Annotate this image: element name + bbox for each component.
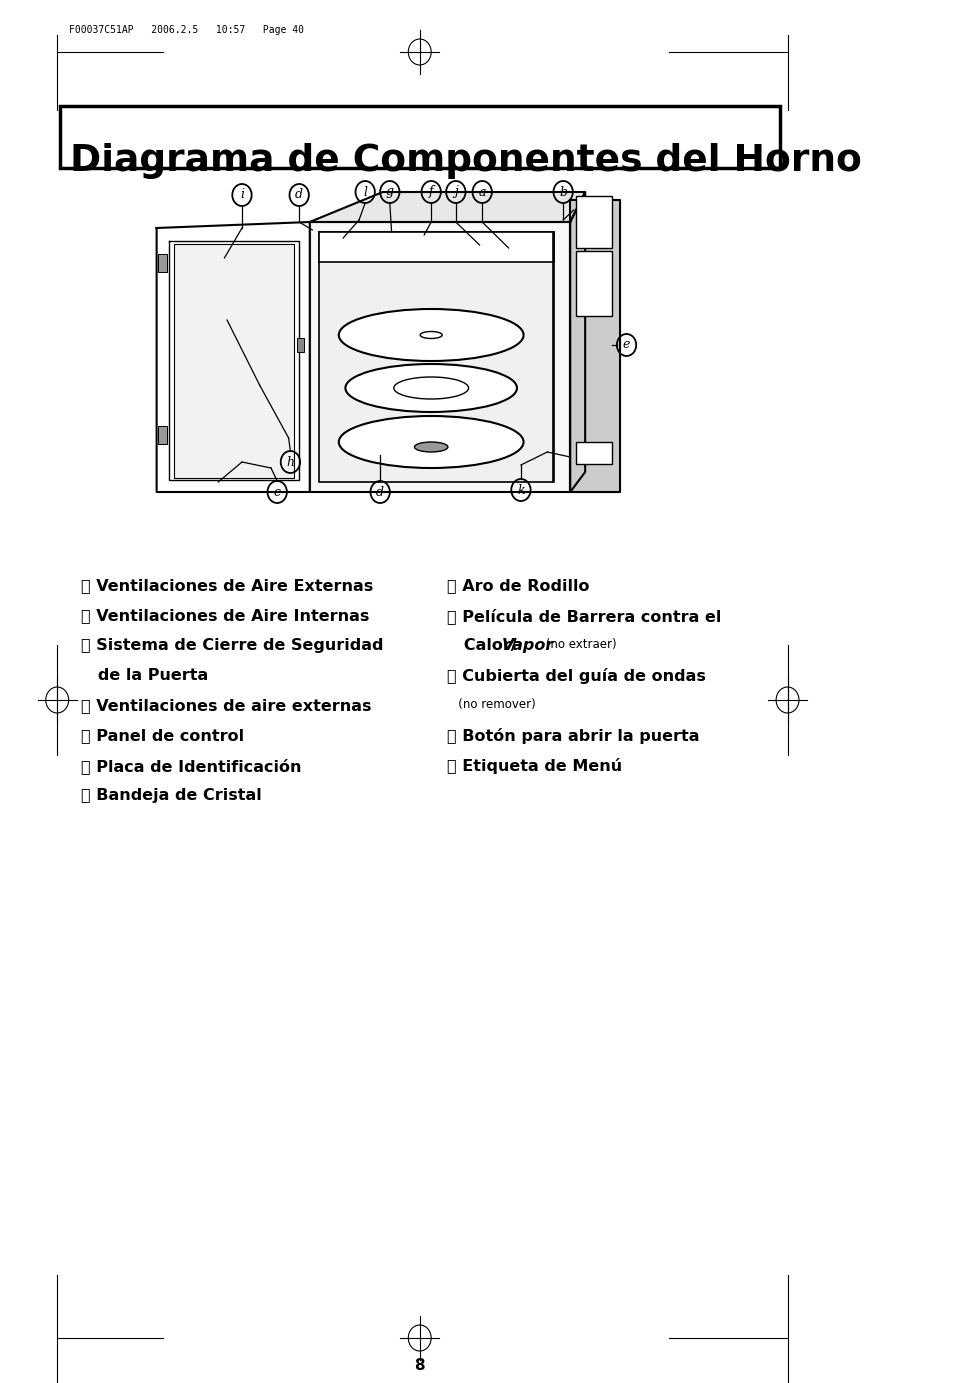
Text: f: f <box>429 185 433 199</box>
Bar <box>174 243 294 479</box>
Bar <box>576 196 611 248</box>
Text: (no extraer): (no extraer) <box>541 638 616 651</box>
Text: d: d <box>375 485 384 498</box>
Text: g: g <box>385 185 394 199</box>
Text: k: k <box>517 484 524 496</box>
Bar <box>296 337 303 353</box>
Polygon shape <box>310 223 570 492</box>
Text: ⓘ Película de Barrera contra el: ⓘ Película de Barrera contra el <box>447 609 720 624</box>
Ellipse shape <box>414 443 447 452</box>
Text: ⓔ Panel de control: ⓔ Panel de control <box>81 727 244 743</box>
Text: Calor/: Calor/ <box>447 638 517 653</box>
Text: Ⓑ Ventilaciones de Aire Internas: Ⓑ Ventilaciones de Aire Internas <box>81 609 369 622</box>
Bar <box>576 250 611 315</box>
Text: Ⓗ Aro de Rodillo: Ⓗ Aro de Rodillo <box>447 578 589 593</box>
Text: ⓓ Ventilaciones de aire externas: ⓓ Ventilaciones de aire externas <box>81 698 371 714</box>
Text: (no remover): (no remover) <box>447 698 536 711</box>
Bar <box>318 232 554 261</box>
Text: j: j <box>454 185 457 199</box>
Text: l: l <box>363 185 367 199</box>
Text: Diagrama de Componentes del Horno: Diagrama de Componentes del Horno <box>71 142 862 178</box>
Text: ⓙ Cubierta del guía de ondas: ⓙ Cubierta del guía de ondas <box>447 668 705 685</box>
Text: h: h <box>286 455 294 469</box>
Text: Ⓒ Sistema de Cierre de Seguridad: Ⓒ Sistema de Cierre de Seguridad <box>81 638 383 653</box>
Polygon shape <box>570 201 619 492</box>
Polygon shape <box>570 192 584 492</box>
Polygon shape <box>318 232 554 483</box>
Polygon shape <box>156 223 310 492</box>
Ellipse shape <box>394 378 468 400</box>
Bar <box>157 426 167 444</box>
Text: ⓖ Bandeja de Cristal: ⓖ Bandeja de Cristal <box>81 788 261 804</box>
Bar <box>157 254 167 272</box>
Text: 8: 8 <box>414 1358 425 1373</box>
Text: ⓚ Botón para abrir la puerta: ⓚ Botón para abrir la puerta <box>447 727 699 744</box>
Text: ⓛ Etiqueta de Menú: ⓛ Etiqueta de Menú <box>447 758 621 774</box>
Ellipse shape <box>419 332 441 339</box>
Text: a: a <box>478 185 485 199</box>
Ellipse shape <box>338 308 523 361</box>
Bar <box>576 443 611 465</box>
Text: F00037C51AP   2006.2.5   10:57   Page 40: F00037C51AP 2006.2.5 10:57 Page 40 <box>69 25 303 35</box>
Text: b: b <box>558 185 567 199</box>
Text: d: d <box>294 188 303 202</box>
Text: de la Puerta: de la Puerta <box>81 668 208 683</box>
Text: i: i <box>240 188 244 202</box>
Text: c: c <box>274 485 280 498</box>
Text: e: e <box>622 339 630 351</box>
Text: ⓕ Placa de Identificación: ⓕ Placa de Identificación <box>81 758 301 774</box>
Ellipse shape <box>345 364 517 412</box>
Text: Vapor: Vapor <box>501 638 554 653</box>
Ellipse shape <box>338 416 523 467</box>
Text: ⓘ Ventilaciones de Aire Externas: ⓘ Ventilaciones de Aire Externas <box>81 578 373 593</box>
FancyBboxPatch shape <box>60 106 779 167</box>
Polygon shape <box>310 192 584 223</box>
